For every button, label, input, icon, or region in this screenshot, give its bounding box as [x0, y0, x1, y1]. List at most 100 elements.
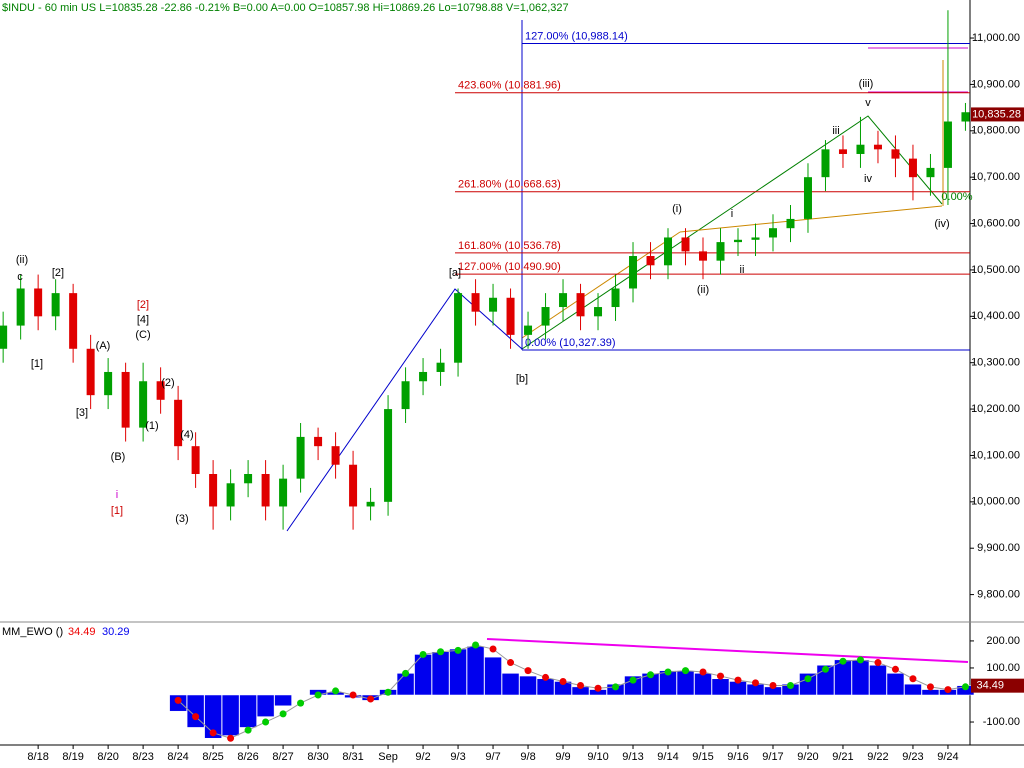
- signal-dot: [909, 675, 917, 683]
- x-tick-label: 9/22: [867, 751, 888, 763]
- histogram-bar: [536, 678, 555, 696]
- signal-dot: [926, 683, 934, 691]
- signal-dot: [664, 668, 672, 676]
- candle-body: [524, 325, 533, 335]
- candle-body: [104, 371, 113, 396]
- candle-body: [191, 446, 200, 475]
- fib-label: 0.00% (10,327.39): [525, 337, 616, 349]
- candle-body: [419, 371, 428, 382]
- histogram-bar: [921, 689, 940, 696]
- candle-body: [331, 446, 340, 465]
- y-tick-label: 10,400.00: [971, 310, 1020, 322]
- signal-dot: [769, 682, 777, 690]
- candle-body: [69, 293, 78, 349]
- x-tick-label: 8/31: [342, 751, 363, 763]
- wave-label: iv: [864, 173, 872, 185]
- histogram-bar: [694, 673, 712, 696]
- candle-body: [51, 293, 60, 317]
- signal-dot: [297, 699, 305, 707]
- candle-body: [821, 149, 830, 178]
- x-tick-label: 9/24: [937, 751, 958, 763]
- x-tick-label: 8/24: [167, 751, 188, 763]
- signal-dot: [192, 713, 200, 721]
- histogram-bar: [711, 678, 730, 696]
- signal-dot: [874, 659, 882, 667]
- indicator-tag-label: 34.49: [976, 680, 1004, 692]
- wave-label: [2]: [52, 267, 64, 279]
- header: $INDU - 60 min US L=10835.28 -22.86 -0.2…: [2, 2, 569, 14]
- histogram-bar: [204, 694, 222, 739]
- fib-label: 423.60% (10,881.96): [458, 80, 561, 92]
- y-tick-label: 10,300.00: [971, 357, 1020, 369]
- histogram-bar: [186, 694, 205, 728]
- candle-body: [156, 381, 165, 400]
- signal-dot: [612, 683, 620, 691]
- histogram-bar: [274, 694, 292, 707]
- histogram-bar: [519, 675, 537, 696]
- x-tick-label: 8/23: [132, 751, 153, 763]
- x-tick-label: 9/21: [832, 751, 853, 763]
- candle-body: [751, 237, 760, 240]
- signal-dot: [804, 675, 812, 683]
- signal-dot: [437, 648, 445, 656]
- candle-body: [699, 251, 708, 261]
- signal-dot: [314, 691, 322, 699]
- wave-label: [1]: [31, 358, 43, 370]
- candle-body: [926, 167, 935, 178]
- candle-body: [541, 307, 550, 326]
- candle-body: [576, 293, 585, 317]
- candle-body: [366, 501, 375, 507]
- signal-dot: [524, 667, 532, 675]
- indicator-name: MM_EWO (): [2, 626, 63, 638]
- candle-body: [244, 474, 253, 484]
- wave-label: (B): [111, 451, 126, 463]
- candle-body: [86, 348, 95, 396]
- candle-body: [681, 237, 690, 252]
- candle-body: [209, 474, 218, 507]
- signal-dot: [227, 734, 235, 742]
- signal-dot: [489, 645, 497, 653]
- candle-body: [121, 371, 130, 428]
- wave-label: iii: [832, 125, 839, 137]
- signal-dot: [349, 691, 357, 699]
- x-tick-label: 9/8: [520, 751, 535, 763]
- candle-body: [261, 474, 270, 507]
- candle-body: [594, 307, 603, 317]
- signal-dot: [507, 659, 515, 667]
- candle-body: [0, 325, 8, 349]
- candle-body: [856, 144, 865, 154]
- candle-body: [943, 121, 952, 168]
- x-tick-label: 8/20: [97, 751, 118, 763]
- candle-body: [768, 228, 777, 238]
- y-tick-label: 10,900.00: [971, 78, 1020, 90]
- wave-label: i: [731, 208, 733, 220]
- x-tick-label: Sep: [378, 751, 398, 763]
- wave-label: [1]: [111, 505, 123, 517]
- wave-label: (i): [672, 203, 682, 215]
- histogram-bar: [816, 665, 835, 696]
- histogram-bar: [904, 683, 922, 696]
- candle-body: [174, 399, 183, 447]
- candle-body: [961, 112, 970, 122]
- x-tick-label: 9/2: [415, 751, 430, 763]
- signal-dot: [402, 669, 410, 677]
- wave-label: (ii): [16, 254, 28, 266]
- signal-dot: [174, 696, 182, 704]
- x-tick-label: 9/13: [622, 751, 643, 763]
- x-tick-label: 8/25: [202, 751, 223, 763]
- candle-body: [733, 239, 742, 243]
- histogram-bar: [834, 659, 852, 696]
- histogram-bar: [851, 659, 870, 696]
- candle-body: [908, 158, 917, 178]
- candle-body: [226, 483, 235, 507]
- y-tick-label: 10,200.00: [971, 403, 1020, 415]
- candle-body: [559, 293, 568, 308]
- signal-dot: [821, 665, 829, 673]
- candle-body: [436, 362, 445, 372]
- trendline: [679, 205, 943, 233]
- histogram-bar: [449, 648, 467, 696]
- y2-tick-label: 200.00: [986, 635, 1020, 647]
- x-tick-label: 8/30: [307, 751, 328, 763]
